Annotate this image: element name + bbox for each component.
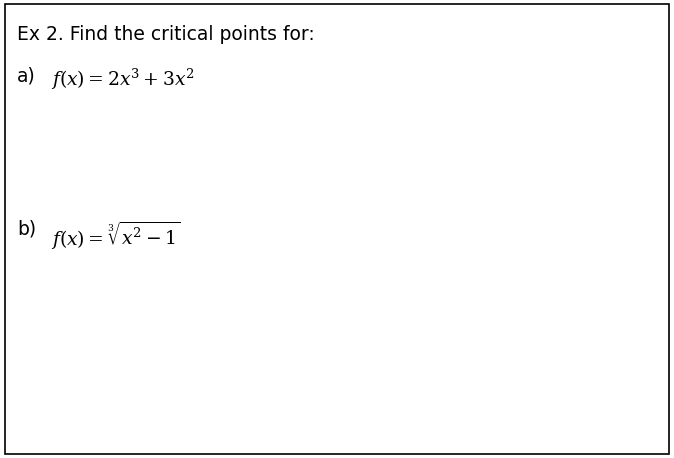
Text: b): b) (17, 220, 36, 239)
Text: Ex 2. Find the critical points for:: Ex 2. Find the critical points for: (17, 25, 315, 44)
Text: $f(x)=2x^3+3x^2$: $f(x)=2x^3+3x^2$ (51, 66, 194, 92)
FancyBboxPatch shape (5, 4, 669, 454)
Text: $f(x)=\sqrt[3]{x^2-1}$: $f(x)=\sqrt[3]{x^2-1}$ (51, 220, 181, 252)
Text: a): a) (17, 66, 36, 85)
